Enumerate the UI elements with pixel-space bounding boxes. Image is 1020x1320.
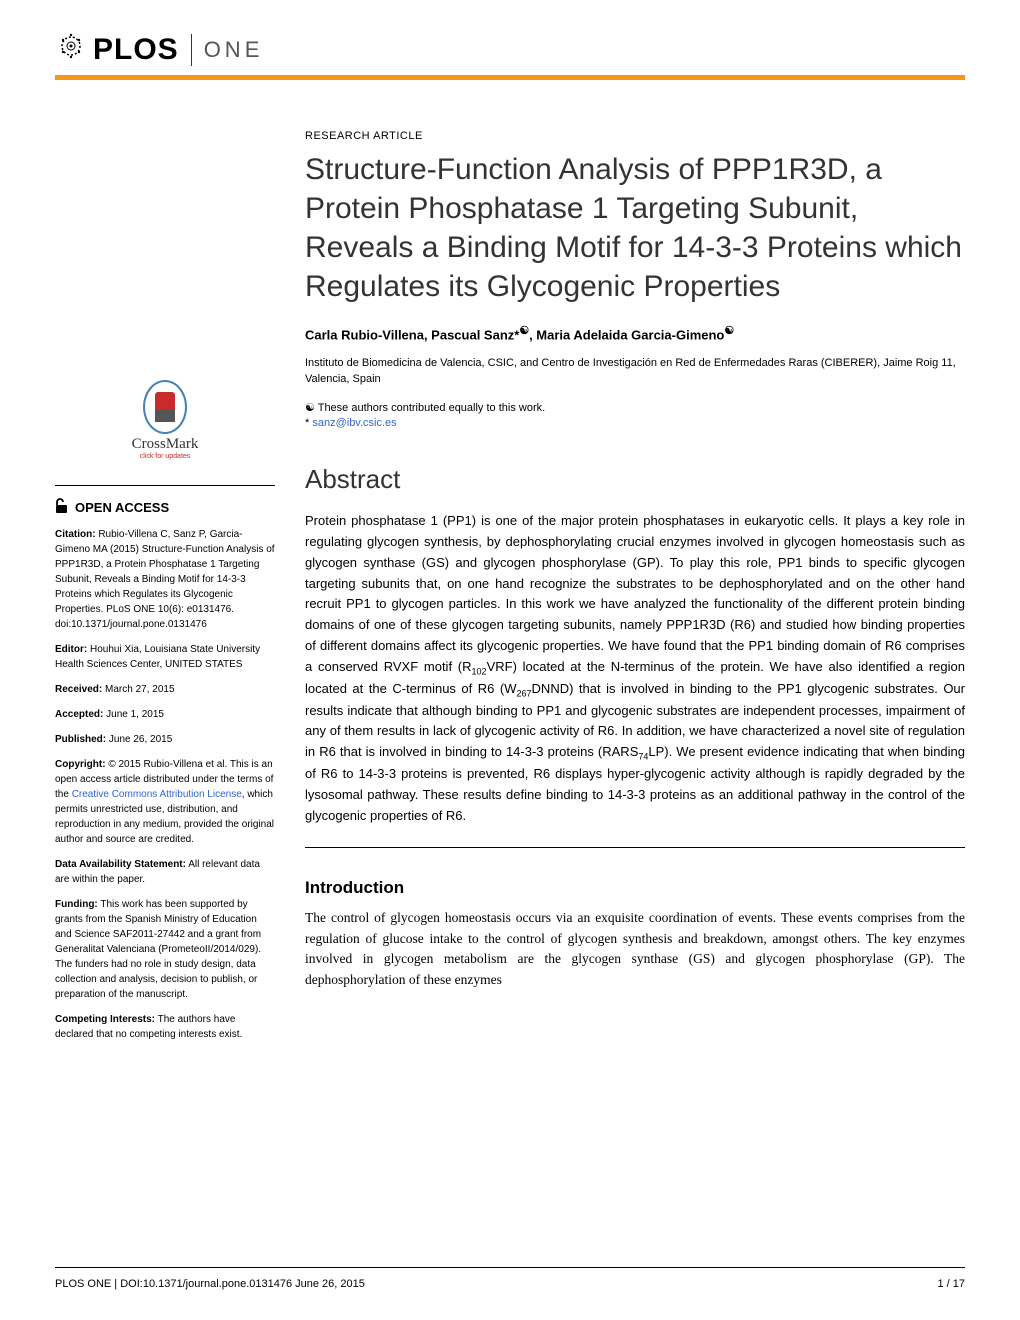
abstract-heading: Abstract: [305, 464, 965, 495]
open-access-label: OPEN ACCESS: [75, 500, 169, 515]
affiliation: Instituto de Biomedicina de Valencia, CS…: [305, 356, 965, 387]
section-divider: [305, 847, 965, 848]
crossmark-icon: [143, 380, 187, 434]
contribution-note: ☯ These authors contributed equally to t…: [305, 401, 965, 414]
open-access-badge: OPEN ACCESS: [55, 498, 275, 517]
competing-interests-block: Competing Interests: The authors have de…: [55, 1012, 275, 1042]
email-link[interactable]: sanz@ibv.csic.es: [312, 417, 396, 429]
crossmark-label: CrossMark: [55, 436, 275, 453]
published-block: Published: June 26, 2015: [55, 732, 275, 747]
journal-header: PLOS ONE: [55, 30, 965, 69]
sidebar: CrossMark click for updates OPEN ACCESS …: [55, 130, 275, 1052]
intro-heading: Introduction: [305, 878, 965, 898]
copyright-block: Copyright: © 2015 Rubio-Villena et al. T…: [55, 757, 275, 847]
unlock-icon: [55, 498, 69, 517]
plos-text: PLOS: [93, 33, 179, 67]
abstract-text: Protein phosphatase 1 (PP1) is one of th…: [305, 511, 965, 827]
accepted-block: Accepted: June 1, 2015: [55, 707, 275, 722]
intro-text: The control of glycogen homeostasis occu…: [305, 908, 965, 992]
data-availability-block: Data Availability Statement: All relevan…: [55, 857, 275, 887]
journal-name: ONE: [204, 37, 264, 63]
funding-block: Funding: This work has been supported by…: [55, 897, 275, 1002]
crossmark-badge[interactable]: CrossMark click for updates: [55, 380, 275, 460]
footer-citation: PLOS ONE | DOI:10.1371/journal.pone.0131…: [55, 1278, 365, 1290]
plos-icon: [55, 30, 87, 69]
sidebar-divider: [55, 485, 275, 486]
crossmark-sublabel: click for updates: [55, 453, 275, 460]
editor-block: Editor: Houhui Xia, Louisiana State Univ…: [55, 642, 275, 672]
logo-divider: [191, 34, 192, 66]
received-block: Received: March 27, 2015: [55, 682, 275, 697]
accent-bar: [55, 75, 965, 80]
main-content: RESEARCH ARTICLE Structure-Function Anal…: [305, 130, 965, 1052]
cc-license-link[interactable]: Creative Commons Attribution License: [72, 789, 242, 800]
article-type: RESEARCH ARTICLE: [305, 130, 965, 142]
article-title: Structure-Function Analysis of PPP1R3D, …: [305, 150, 965, 306]
page-number: 1 / 17: [937, 1278, 965, 1290]
citation-block: Citation: Rubio-Villena C, Sanz P, Garci…: [55, 527, 275, 632]
corresponding-author: * sanz@ibv.csic.es: [305, 417, 965, 429]
authors-line: Carla Rubio-Villena, Pascual Sanz*☯, Mar…: [305, 324, 965, 342]
plos-logo: PLOS: [55, 30, 179, 69]
page-footer: PLOS ONE | DOI:10.1371/journal.pone.0131…: [55, 1267, 965, 1290]
